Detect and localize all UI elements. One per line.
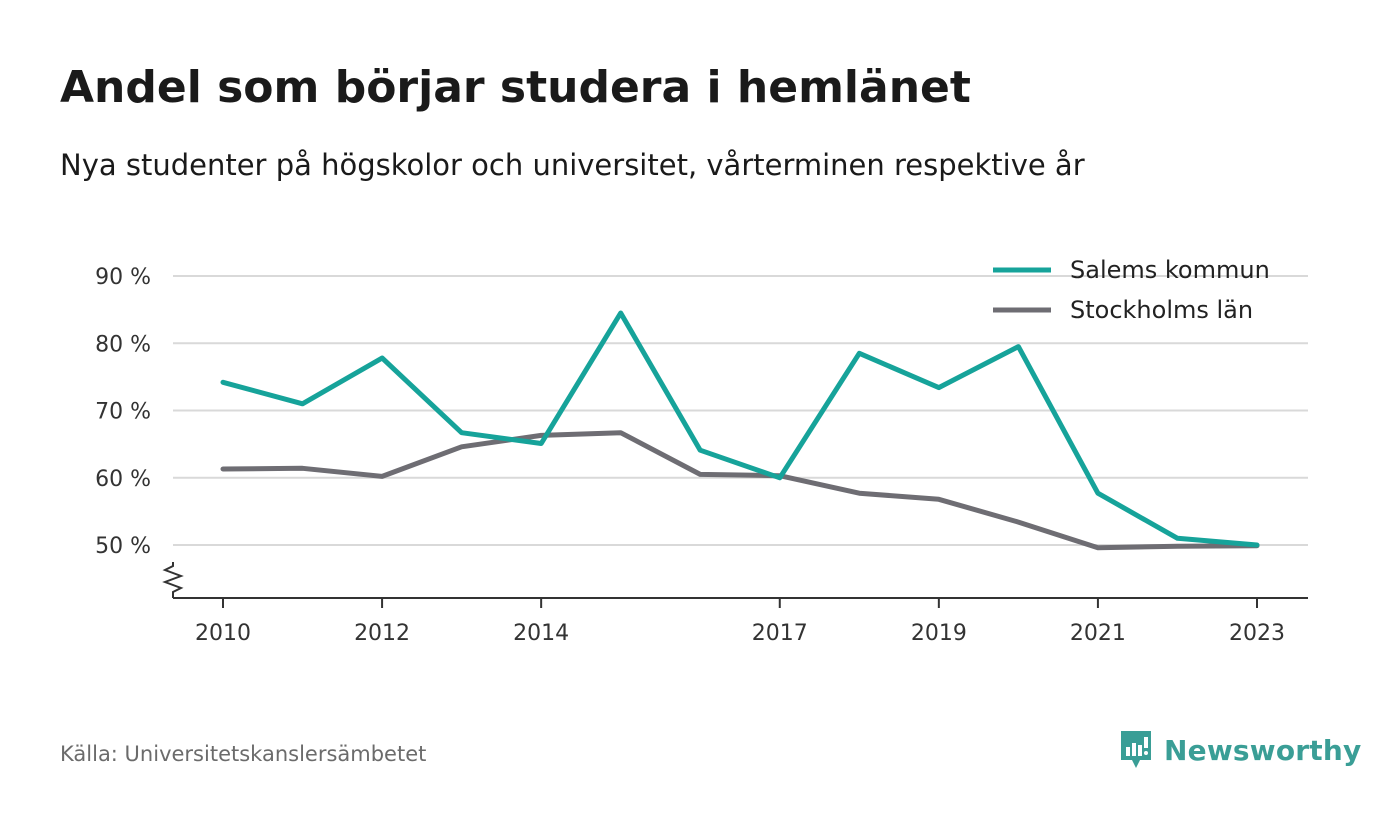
x-tick-label: 2023 bbox=[1229, 621, 1285, 646]
legend-entry: Stockholms län bbox=[1070, 296, 1253, 324]
legend: Salems kommun Stockholms län bbox=[993, 256, 1270, 324]
brand-logo: Newsworthy bbox=[1118, 728, 1361, 772]
chart-subtitle: Nya studenter på högskolor och universit… bbox=[60, 148, 1085, 182]
x-tick-label: 2014 bbox=[513, 621, 569, 646]
x-tick-label: 2012 bbox=[354, 621, 410, 646]
series-line-stockholm bbox=[220, 430, 1260, 551]
series-layer bbox=[220, 310, 1260, 551]
source-note: Källa: Universitetskanslersämbetet bbox=[60, 742, 427, 766]
line-chart: 50 % 60 % 70 % 80 % 90 % 2010 2012 2014 2017 2019… bbox=[95, 256, 1308, 646]
x-tick-label: 2019 bbox=[911, 621, 967, 646]
series-line-salem bbox=[220, 310, 1260, 548]
y-tick-label: 90 % bbox=[95, 265, 151, 290]
chart-title: Andel som börjar studera i hemlänet bbox=[60, 62, 971, 113]
y-tick-label: 70 % bbox=[95, 400, 151, 425]
y-tick-label: 60 % bbox=[95, 467, 151, 492]
y-tick-label: 50 % bbox=[95, 534, 151, 559]
legend-entry: Salems kommun bbox=[1070, 256, 1270, 284]
x-tick-label: 2021 bbox=[1070, 621, 1126, 646]
grid-layer bbox=[173, 275, 1308, 546]
newsworthy-logo-icon bbox=[1121, 731, 1151, 768]
x-tick-label: 2017 bbox=[752, 621, 808, 646]
y-axis-break-icon bbox=[162, 562, 184, 598]
x-tick-label: 2010 bbox=[195, 621, 251, 646]
axis-layer: 50 % 60 % 70 % 80 % 90 % 2010 2012 2014 2017 2019… bbox=[95, 265, 1308, 646]
brand-name: Newsworthy bbox=[1164, 733, 1362, 767]
y-tick-label: 80 % bbox=[95, 332, 151, 357]
